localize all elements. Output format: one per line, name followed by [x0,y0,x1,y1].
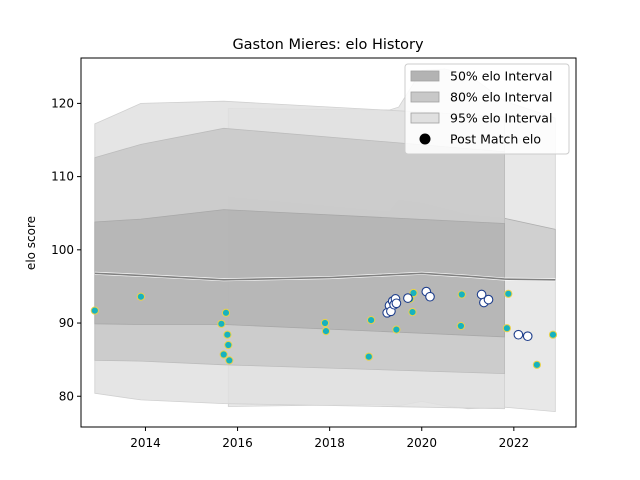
post-match-point [502,324,511,333]
post-match-point [367,316,376,325]
post-match-point [217,319,226,328]
post-match-points [90,286,558,369]
mean-line [94,272,556,281]
x-tick-label: 2014 [130,436,161,450]
post-match-point [504,289,513,298]
post-match-point [136,292,145,301]
post-match-point [457,290,466,299]
mean-lines [94,271,556,282]
post-match-point [456,321,465,331]
legend-marker [419,133,431,145]
post-match-point [532,360,542,369]
band-50 [94,209,505,338]
interval-bands [94,68,556,413]
y-tick-label: 80 [59,389,74,403]
plot-frame [80,57,577,428]
post-match-point [409,288,418,298]
legend-swatch [410,112,440,124]
post-match-point [392,325,401,334]
y-tick-label: 110 [51,170,74,184]
post-match-point [391,298,402,309]
x-tick-label: 2016 [222,436,253,450]
legend: 50% elo Interval 80% elo Interval 95% elo … [404,63,570,155]
y-tick-label: 100 [51,243,74,257]
x-axis: 2014 2016 2018 2020 2022 [130,427,529,450]
post-match-point [221,308,231,317]
post-match-point [321,327,331,336]
post-match-point [219,350,228,359]
post-match-point [425,291,435,302]
post-match-point [225,356,234,365]
y-axis: 80 90 100 110 120 [51,96,81,403]
x-tick-label: 2022 [499,436,530,450]
post-match-point [224,340,233,350]
legend-label: 80% elo Interval [450,90,552,105]
post-match-point [223,330,232,339]
legend-label: 50% elo Interval [450,69,552,84]
post-match-point [320,318,330,328]
legend-swatch [410,91,440,103]
y-tick-label: 120 [51,96,74,110]
x-tick-label: 2018 [314,436,345,450]
chart-title: Gaston Mieres: elo History [232,37,424,53]
plot-area [80,57,577,428]
y-axis-label: elo score [24,216,38,270]
post-match-point [548,330,558,339]
post-match-point [483,294,494,305]
legend-swatch [410,70,440,82]
post-match-point [90,306,99,315]
x-tick-label: 2020 [406,436,437,450]
post-match-point [364,352,373,361]
post-match-point [513,329,524,340]
legend-label: 95% elo Interval [450,111,552,126]
legend-box [404,63,570,155]
post-match-point [522,331,533,342]
post-match-point [408,308,417,317]
legend-label: Post Match elo [450,132,541,147]
post-match-point [403,293,413,303]
y-tick-label: 90 [59,316,74,330]
